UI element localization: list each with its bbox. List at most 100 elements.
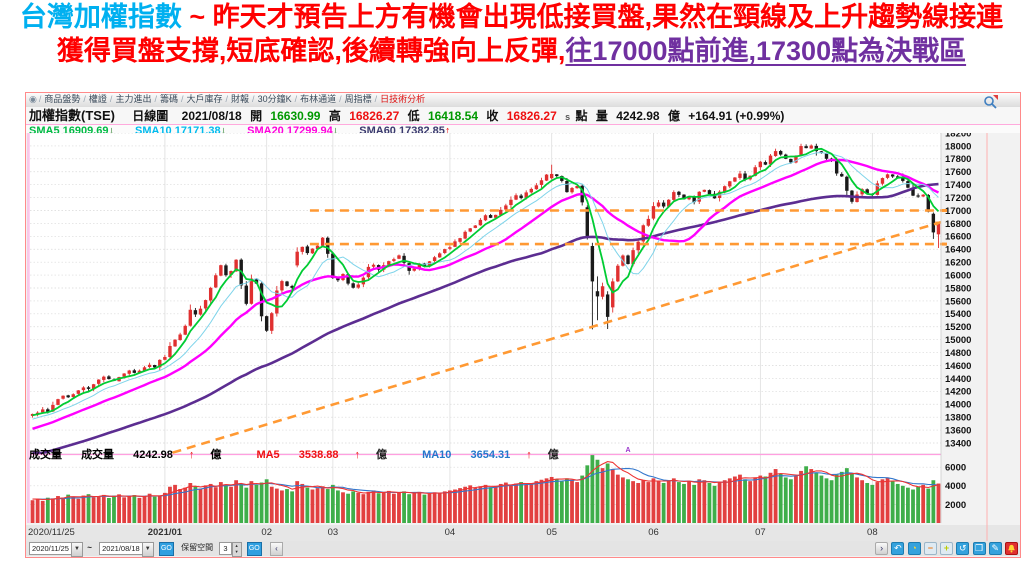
svg-text:16000: 16000 bbox=[945, 270, 971, 281]
close-label: 收 bbox=[486, 109, 499, 123]
quote-date: 2021/08/18 bbox=[181, 109, 242, 123]
date-to-input[interactable]: 2021/08/18 bbox=[99, 542, 142, 555]
svg-text:2021/01: 2021/01 bbox=[148, 527, 183, 538]
clock-icon[interactable]: ◔ bbox=[907, 542, 921, 555]
svg-text:15200: 15200 bbox=[945, 322, 971, 333]
svg-text:14400: 14400 bbox=[945, 374, 971, 385]
volume-label: 量 bbox=[595, 109, 608, 123]
tab-5[interactable]: 財報 bbox=[231, 94, 250, 104]
svg-text:07: 07 bbox=[755, 527, 766, 538]
svg-text:06: 06 bbox=[648, 527, 659, 538]
zoom-out-icon[interactable]: − bbox=[923, 542, 937, 555]
tab-3[interactable]: 籌碼 bbox=[159, 94, 178, 104]
tab-4[interactable]: 大戶庫存 bbox=[186, 94, 223, 104]
alert-bell-icon[interactable] bbox=[1005, 542, 1018, 555]
undo-icon[interactable]: ↺ bbox=[956, 542, 970, 555]
volume-ma10-line bbox=[32, 467, 939, 500]
volume-axis-label: 2000 bbox=[945, 500, 966, 511]
price-volume-chart[interactable]: A 18200 18000 17800 17600 17400 17200 17000 1680… bbox=[26, 133, 1020, 545]
toolbar-icons: › ↶ ◔ − + ↺ ❒ ✎ bbox=[874, 542, 1018, 555]
scroll-left-icon[interactable]: ‹ bbox=[270, 542, 284, 556]
time-axis-labels: 2020/11/25 2021/01 02 03 04 05 06 07 08 bbox=[28, 527, 878, 538]
headline-line1: 台灣加權指數 ~ 昨天才預告上方有機會出現低接買盤,果然在頸線及上升趨勢線接連 bbox=[19, 2, 1004, 32]
apply-button[interactable]: GO bbox=[246, 542, 262, 556]
bottom-toolbar: 2020/11/25 ▼ ~ 2021/08/18 ▼ GO 保留空間 3 ▲ ▼ GO… bbox=[26, 541, 1020, 557]
back-icon[interactable]: ↶ bbox=[891, 542, 905, 555]
tab-separator: / bbox=[38, 94, 42, 104]
svg-text:17200: 17200 bbox=[945, 193, 971, 204]
svg-text:16600: 16600 bbox=[945, 232, 971, 243]
svg-text:05: 05 bbox=[546, 527, 557, 538]
volume-axis-label: 4000 bbox=[945, 481, 966, 492]
tab-2[interactable]: 主力進出 bbox=[115, 94, 152, 104]
svg-text:18000: 18000 bbox=[945, 141, 971, 152]
sma10-line bbox=[32, 152, 939, 420]
sma20-line bbox=[32, 158, 940, 430]
svg-text:15800: 15800 bbox=[945, 283, 971, 294]
svg-text:13800: 13800 bbox=[945, 413, 971, 424]
svg-text:08: 08 bbox=[867, 527, 878, 538]
sma60-line bbox=[32, 182, 939, 455]
sma5-line bbox=[32, 147, 940, 417]
headline-line2: 獲得買盤支撐,短底確認,後續轉強向上反彈,往17000點前進,17300點為決戰… bbox=[56, 36, 967, 66]
svg-text:15600: 15600 bbox=[945, 296, 971, 307]
candles-layer bbox=[30, 143, 941, 418]
tab-separator: / bbox=[339, 94, 342, 104]
tab-separator: / bbox=[83, 94, 86, 104]
magnifier-icon[interactable] bbox=[983, 95, 998, 109]
tab-8[interactable]: 周指標 bbox=[344, 94, 372, 104]
svg-text:16200: 16200 bbox=[945, 258, 971, 269]
grid-layer bbox=[30, 133, 941, 523]
svg-text:03: 03 bbox=[328, 527, 339, 538]
low-label: 低 bbox=[407, 109, 420, 123]
tab-7[interactable]: 布林通道 bbox=[300, 94, 337, 104]
svg-text:04: 04 bbox=[445, 527, 456, 538]
tab-6[interactable]: 30分鐘K bbox=[257, 94, 292, 104]
svg-text:14200: 14200 bbox=[945, 387, 971, 398]
price-axis-labels: 18200 18000 17800 17600 17400 17200 17000 16800… bbox=[942, 133, 971, 511]
date-from-input[interactable]: 2020/11/25 bbox=[29, 542, 71, 555]
low-value: 16418.54 bbox=[427, 109, 479, 123]
svg-text:2020/11/25: 2020/11/25 bbox=[28, 527, 75, 538]
svg-text:18200: 18200 bbox=[945, 133, 971, 139]
chart-widget: ◉ / 商品盤勢 / 權證 / 主力進出 / 籌碼 / 大戶庫存 / 財報/30分鐘K / 布林通道 / 周指標… bbox=[25, 92, 1021, 558]
svg-text:13600: 13600 bbox=[945, 425, 971, 436]
period-label: 日線圖 bbox=[132, 109, 169, 123]
volume-ma5-line bbox=[32, 461, 939, 501]
spinner-icons[interactable]: ▲ ▼ bbox=[231, 542, 242, 557]
open-label: 開 bbox=[250, 109, 263, 123]
symbol-name: 加權指數(TSE) bbox=[29, 108, 115, 123]
index-name: 台灣加權指數 bbox=[19, 2, 182, 32]
tab-separator: / bbox=[154, 94, 157, 104]
svg-text:17600: 17600 bbox=[945, 167, 971, 178]
tab-bar: ◉ / 商品盤勢 / 權證 / 主力進出 / 籌碼 / 大戶庫存 / 財報/30分鐘K / 布林通道 / 周指標… bbox=[26, 93, 1020, 108]
svg-text:14600: 14600 bbox=[945, 361, 971, 372]
window-icon[interactable]: ❒ bbox=[972, 542, 986, 555]
volume-unit: 億 bbox=[667, 109, 680, 123]
tab-separator: / bbox=[294, 94, 298, 104]
tab-9[interactable]: 日技術分析 bbox=[380, 94, 426, 104]
svg-text:15000: 15000 bbox=[945, 335, 971, 346]
date-from-dropdown-icon[interactable]: ▼ bbox=[70, 542, 83, 557]
tab-separator: / bbox=[374, 94, 378, 104]
pencil-icon[interactable]: ✎ bbox=[988, 542, 1002, 555]
svg-text:16800: 16800 bbox=[945, 219, 971, 230]
marker-a: A bbox=[625, 447, 630, 454]
svg-text:17000: 17000 bbox=[945, 206, 971, 217]
volume-axis-label: 6000 bbox=[945, 463, 966, 474]
tab-1[interactable]: 權證 bbox=[88, 94, 107, 104]
headline: 台灣加權指數 ~ 昨天才預告上方有機會出現低接買盤,果然在頸線及上升趨勢線接連 … bbox=[0, 0, 1023, 68]
date-to-dropdown-icon[interactable]: ▼ bbox=[141, 542, 154, 557]
zoom-in-icon[interactable]: + bbox=[940, 542, 954, 555]
high-value: 16826.27 bbox=[349, 109, 400, 123]
panel-menu-icon[interactable]: ◉ bbox=[29, 94, 37, 104]
volume-bars-layer bbox=[30, 455, 941, 523]
reserve-space-input[interactable]: 3 bbox=[219, 542, 232, 555]
svg-text:02: 02 bbox=[261, 527, 272, 538]
scroll-right-icon[interactable]: › bbox=[875, 542, 889, 555]
go-button[interactable]: GO bbox=[158, 542, 174, 556]
tab-separator: / bbox=[225, 94, 229, 104]
info-bar: 加權指數(TSE) 日線圖 2021/08/18 開 16630.99 高 16… bbox=[26, 107, 1020, 124]
svg-text:17400: 17400 bbox=[945, 180, 971, 191]
tab-0[interactable]: 商品盤勢 bbox=[44, 94, 81, 104]
